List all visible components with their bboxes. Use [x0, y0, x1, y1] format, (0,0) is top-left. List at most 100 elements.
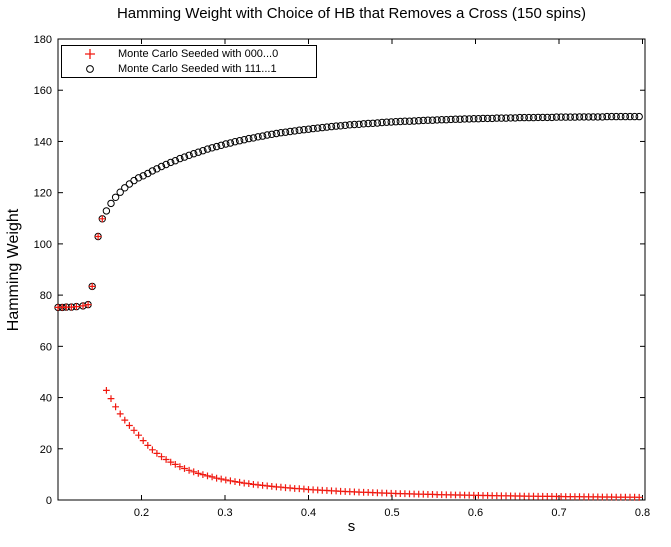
- data-point-plus: [176, 463, 184, 471]
- data-point-circle: [231, 138, 239, 146]
- data-point-circle: [493, 114, 501, 122]
- data-point-circle: [323, 123, 331, 131]
- data-point-circle: [268, 130, 276, 139]
- data-point-circle: [516, 113, 524, 122]
- data-point-circle: [520, 113, 528, 122]
- data-point-circle: [190, 150, 198, 158]
- data-point-plus: [167, 458, 175, 466]
- data-point-circle: [369, 119, 377, 128]
- data-point-plus: [126, 422, 133, 429]
- data-point-circle: [341, 121, 349, 130]
- data-point-circle: [153, 165, 161, 173]
- data-point-circle: [245, 134, 253, 143]
- data-point-circle: [222, 140, 230, 148]
- x-tick-label: 0.3: [217, 507, 232, 519]
- data-point-plus: [171, 461, 179, 468]
- data-point-circle: [208, 144, 216, 152]
- data-point-circle: [300, 126, 308, 134]
- y-tick-label: 80: [40, 290, 52, 302]
- data-point-circle: [249, 134, 258, 142]
- data-point-circle: [162, 160, 170, 169]
- data-point-circle: [529, 113, 538, 122]
- data-point-plus: [135, 431, 142, 439]
- data-point-circle: [571, 113, 579, 121]
- legend-label-series-0: Monte Carlo Seeded with 000...0: [118, 48, 279, 60]
- data-point-circle: [543, 113, 551, 122]
- data-point-plus: [88, 283, 96, 290]
- data-point-plus: [227, 477, 234, 485]
- data-point-circle: [630, 112, 639, 121]
- data-point-circle: [277, 129, 285, 137]
- data-point-circle: [217, 141, 225, 150]
- data-point-plus: [107, 395, 115, 402]
- data-point-circle: [295, 126, 303, 134]
- data-point-circle: [102, 207, 111, 215]
- data-point-plus: [84, 301, 92, 308]
- data-point-circle: [226, 139, 235, 147]
- data-point-plus: [217, 475, 225, 483]
- data-point-plus: [162, 456, 170, 463]
- y-tick-label: 140: [34, 136, 52, 148]
- data-point-circle: [460, 115, 469, 123]
- data-point-circle: [584, 113, 593, 121]
- data-point-circle: [539, 113, 547, 122]
- y-tick-label: 120: [34, 188, 52, 200]
- data-point-circle: [309, 124, 317, 133]
- data-point-circle: [419, 116, 427, 125]
- data-point-plus: [130, 426, 138, 434]
- data-point-circle: [607, 112, 616, 121]
- data-point-circle: [139, 172, 147, 180]
- data-point-circle: [121, 184, 129, 192]
- data-point-circle: [566, 113, 574, 121]
- y-tick-label: 160: [34, 85, 52, 97]
- data-point-plus: [144, 442, 152, 449]
- data-point-plus: [158, 453, 165, 461]
- data-point-circle: [332, 122, 340, 130]
- data-point-circle: [148, 167, 157, 175]
- data-point-circle: [167, 158, 175, 167]
- data-point-circle: [626, 112, 634, 121]
- y-tick-label: 0: [46, 495, 52, 507]
- data-point-circle: [401, 117, 409, 125]
- legend-row-series-1: Monte Carlo Seeded with 111...1: [62, 62, 316, 77]
- data-point-circle: [552, 113, 561, 121]
- data-point-plus: [121, 416, 129, 424]
- data-point-circle: [594, 113, 602, 121]
- data-point-circle: [240, 136, 248, 144]
- data-point-circle: [176, 154, 184, 163]
- data-point-circle: [415, 117, 423, 125]
- data-point-circle: [212, 142, 221, 151]
- y-tick-label: 100: [34, 239, 52, 251]
- data-point-plus: [116, 410, 124, 418]
- data-point-circle: [396, 117, 404, 126]
- data-point-plus: [139, 437, 147, 444]
- data-point-plus: [635, 493, 643, 501]
- x-tick-label: 0.4: [301, 507, 316, 519]
- data-point-circle: [157, 162, 166, 171]
- data-point-circle: [134, 174, 143, 182]
- data-point-circle: [272, 129, 281, 138]
- data-point-circle: [387, 118, 395, 126]
- data-point-circle: [125, 180, 134, 188]
- data-point-circle: [580, 113, 588, 121]
- data-point-circle: [359, 120, 368, 128]
- data-point-circle: [180, 153, 189, 161]
- y-axis-label: Hamming Weight: [5, 208, 22, 332]
- data-point-circle: [364, 119, 372, 128]
- data-point-circle: [589, 113, 597, 121]
- data-point-circle: [286, 127, 294, 136]
- plus-marker-icon: [62, 48, 118, 60]
- data-point-circle: [373, 119, 382, 127]
- data-point-circle: [318, 123, 326, 132]
- data-point-circle: [185, 151, 193, 160]
- data-point-circle: [410, 117, 418, 125]
- data-point-plus: [103, 387, 110, 394]
- data-point-plus: [79, 302, 87, 310]
- data-point-circle: [405, 117, 414, 125]
- data-point-circle: [617, 112, 625, 121]
- data-point-circle: [534, 113, 542, 122]
- data-point-plus: [208, 473, 216, 481]
- data-point-circle: [314, 124, 322, 132]
- data-point-circle: [479, 114, 487, 123]
- data-point-plus: [149, 446, 156, 454]
